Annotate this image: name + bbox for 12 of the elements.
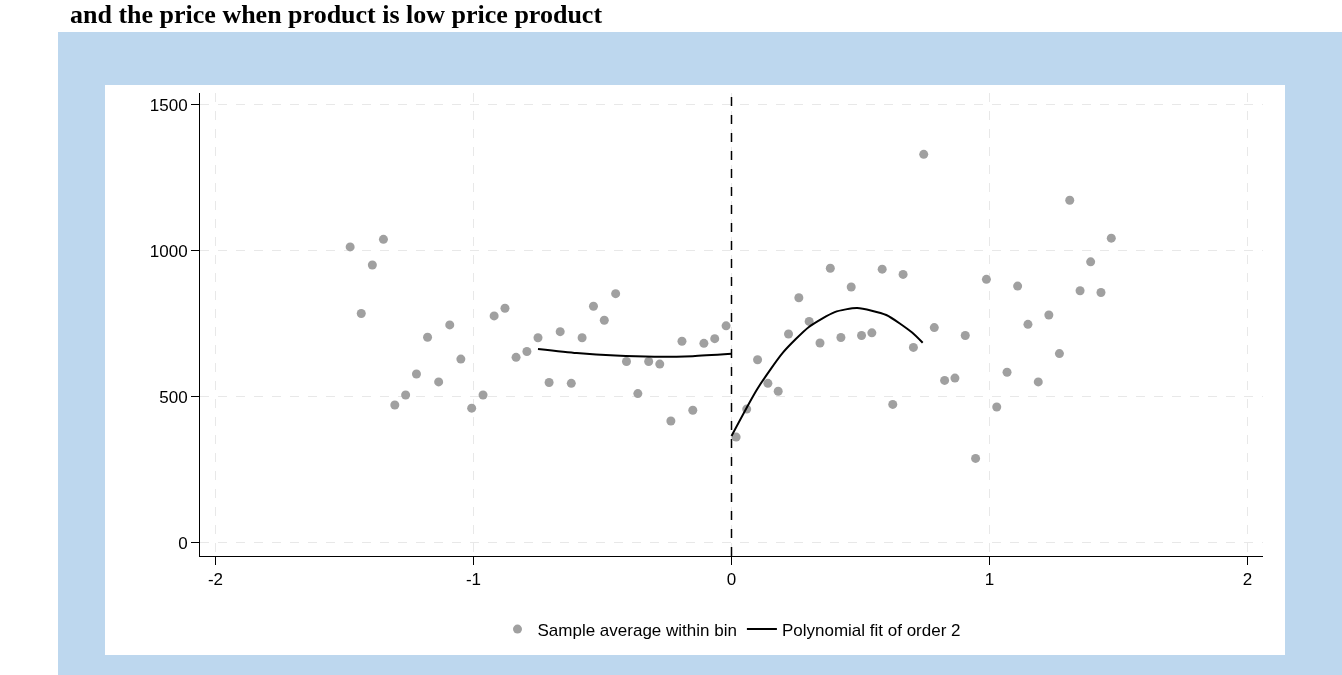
legend-label: Sample average within bin: [537, 620, 737, 640]
y-tick-label: 1000: [149, 241, 188, 261]
legend-label: Polynomial fit of order 2: [781, 620, 961, 640]
x-tick-label: 0: [726, 570, 737, 590]
y-tick-label: 500: [159, 387, 188, 407]
x-tick-label: -1: [465, 570, 482, 590]
y-tick-label: 1500: [149, 95, 188, 115]
chart-title: and the price when product is low price product: [69, 0, 604, 30]
x-tick-label: -2: [207, 570, 224, 590]
x-tick-label: 2: [1242, 570, 1253, 590]
x-tick-label: 1: [984, 570, 995, 590]
y-tick-label: 0: [178, 533, 188, 553]
